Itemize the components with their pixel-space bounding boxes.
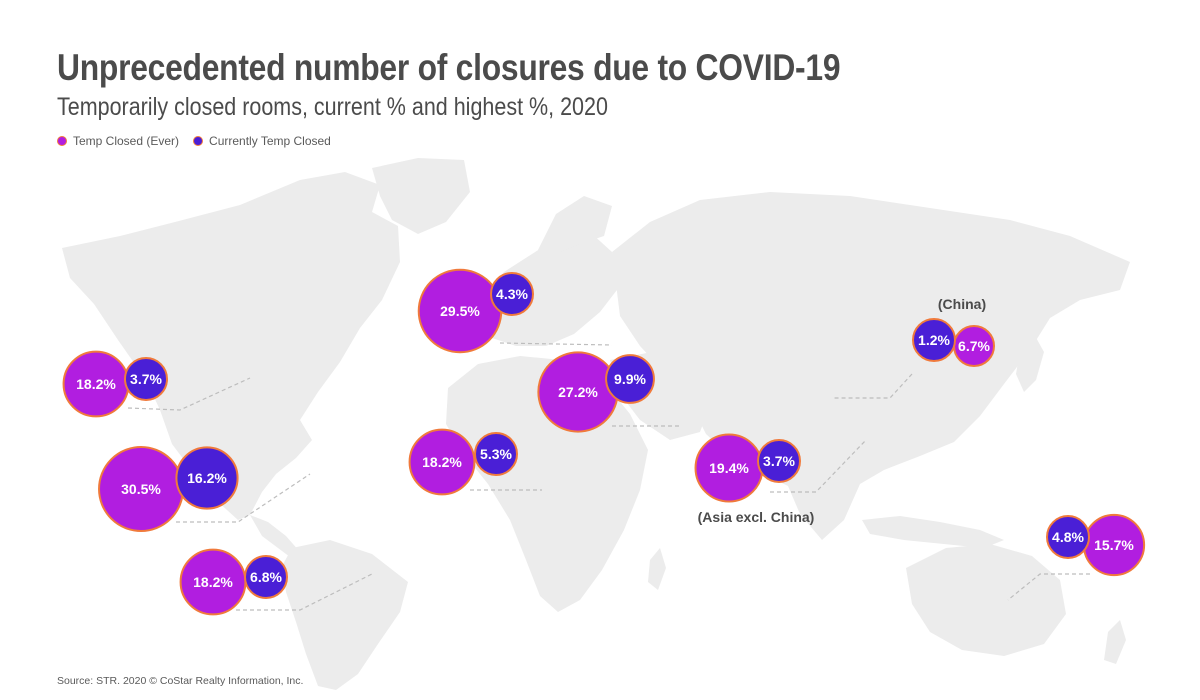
land-japan [1016,334,1044,392]
legend-swatch-current [193,136,204,146]
bubble-circle [757,439,801,483]
legend-item-current: Currently Temp Closed [193,134,331,148]
bubble-value-label: 30.5% [121,481,161,497]
land-scandinavia [538,196,612,252]
bubble-value-label: 18.2% [422,454,462,470]
bubble-value-label: 9.9% [614,371,646,387]
bubble-currently-temp-closed: 9.9% [605,354,655,404]
bubble-temp-closed-ever: 27.2% [537,351,619,433]
land-greenland [372,158,470,234]
bubble-circle [244,555,288,599]
legend-swatch-ever [57,136,67,146]
region-label: (Asia excl. China) [698,509,815,525]
bubble-value-label: 5.3% [480,446,512,462]
bubble-circle [124,357,168,401]
land-central-america [250,515,300,560]
chart-subtitle: Temporarily closed rooms, current % and … [57,93,608,121]
land-north-america [62,172,400,520]
bubble-temp-closed-ever: 15.7% [1082,513,1146,577]
bubble-circle [175,446,239,510]
bubble-value-label: 15.7% [1094,537,1134,553]
bubble-temp-closed-ever: 18.2% [408,428,476,496]
leader-line [236,573,373,611]
land-south-america [282,540,408,690]
bubble-currently-temp-closed: 5.3% [474,432,518,476]
bubble-value-label: 27.2% [558,384,598,400]
bubble-temp-closed-ever: 30.5% [98,446,184,532]
land-asia [612,192,1130,540]
bubble-value-label: 3.7% [763,453,795,469]
bubble-temp-closed-ever: 6.7% [953,325,995,367]
bubble-currently-temp-closed: 6.8% [244,555,288,599]
bubble-value-label: 29.5% [440,303,480,319]
leader-lines [127,342,1090,611]
leader-line [499,342,613,346]
bubble-value-label: 16.2% [187,470,227,486]
bubble-value-label: 1.2% [918,332,950,348]
legend-label-ever: Temp Closed (Ever) [73,134,180,148]
bubble-currently-temp-closed: 1.2% [912,318,956,362]
bubble-value-label: 19.4% [709,460,749,476]
bubble-circle [912,318,956,362]
leader-line [1007,573,1090,601]
bubble-value-label: 4.3% [496,286,528,302]
region-labels: (Asia excl. China) (China) [698,296,986,525]
land-australia [906,544,1066,656]
bubble-currently-temp-closed: 3.7% [124,357,168,401]
bubble-value-label: 18.2% [76,376,116,392]
bubbles: 18.2% 3.7% 30.5% 16.2% 18.2% 6.8% 29.5% 4.3% 27.… [62,268,1146,616]
bubble-circle [490,272,534,316]
chart-title: Unprecedented number of closures due to … [57,47,841,88]
bubble-value-label: 6.7% [958,338,990,354]
land-madagascar [648,548,666,590]
bubble-circle [605,354,655,404]
region-label: (China) [938,296,986,312]
bubble-circle [408,428,476,496]
legend: Temp Closed (Ever) Currently Temp Closed [57,134,345,148]
legend-label-current: Currently Temp Closed [209,134,331,148]
bubble-value-label: 6.8% [250,569,282,585]
bubble-circle [474,432,518,476]
leader-line [127,377,251,411]
bubble-temp-closed-ever: 19.4% [694,433,764,503]
leader-line [176,473,311,523]
leader-line [832,373,913,399]
bubble-value-label: 4.8% [1052,529,1084,545]
bubble-temp-closed-ever: 18.2% [62,350,130,418]
land-new-zealand [1104,620,1126,664]
bubble-currently-temp-closed: 4.3% [490,272,534,316]
bubble-currently-temp-closed: 16.2% [175,446,239,510]
legend-item-ever: Temp Closed (Ever) [57,134,179,148]
source-note: Source: STR. 2020 © CoStar Realty Inform… [57,675,304,687]
bubble-temp-closed-ever: 18.2% [179,548,247,616]
bubble-currently-temp-closed: 4.8% [1046,515,1090,559]
bubble-currently-temp-closed: 3.7% [757,439,801,483]
bubble-value-label: 3.7% [130,371,162,387]
bubble-value-label: 18.2% [193,574,233,590]
land-europe [470,232,620,346]
bubble-temp-closed-ever: 29.5% [417,268,503,354]
land-indonesia [862,516,1004,548]
bubble-circle [1046,515,1090,559]
leader-line [770,439,867,493]
